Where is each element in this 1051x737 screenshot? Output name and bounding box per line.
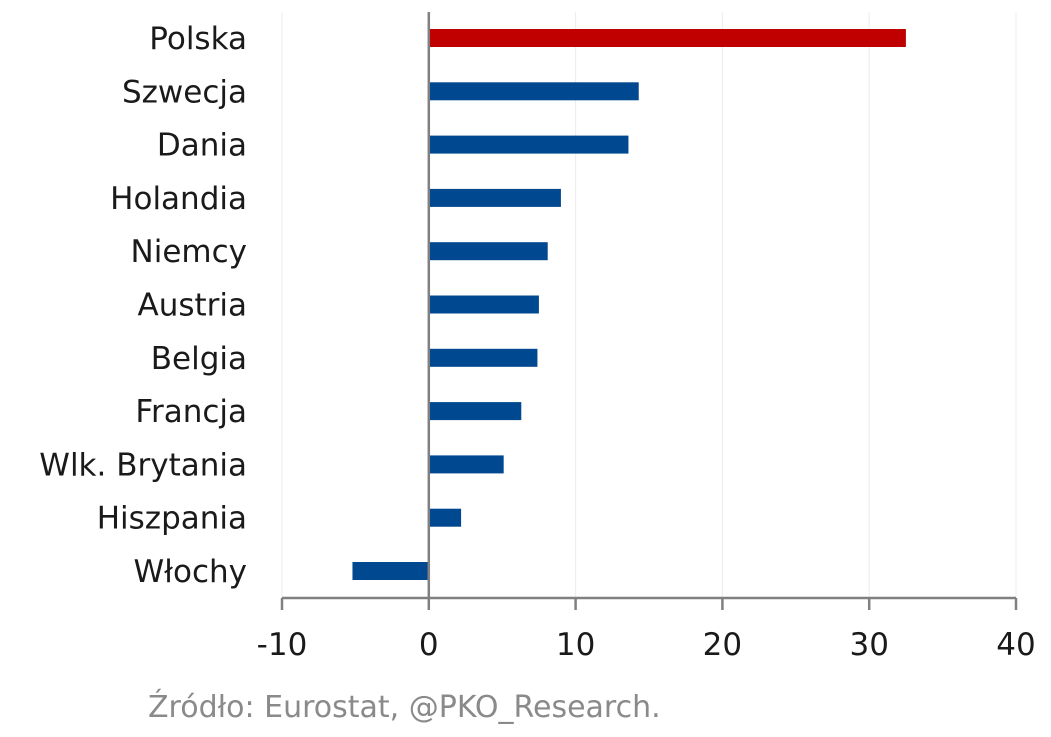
tick-label: 40 xyxy=(996,627,1035,663)
category-label: Holandia xyxy=(110,181,247,217)
grid-lines xyxy=(281,12,1017,598)
category-labels: Polska Szwecja Dania Holandia Niemcy Austria B… xyxy=(39,21,247,590)
axes xyxy=(280,12,1018,610)
bar xyxy=(428,402,522,421)
tick-label: 20 xyxy=(703,627,742,663)
tick-label: -10 xyxy=(257,627,308,663)
bars xyxy=(352,29,906,580)
category-label: Dania xyxy=(157,128,247,164)
tick-label: 0 xyxy=(419,627,439,663)
category-label: Wlk. Brytania xyxy=(39,447,247,483)
category-label: Szwecja xyxy=(122,74,247,110)
bar xyxy=(428,508,462,527)
bar xyxy=(428,348,538,367)
category-label: Austria xyxy=(137,288,247,324)
bar xyxy=(428,295,539,314)
category-label: Polska xyxy=(149,21,247,57)
category-label: Belgia xyxy=(151,341,247,377)
bar xyxy=(428,455,504,474)
bar xyxy=(428,242,548,261)
bar xyxy=(352,562,429,580)
bar xyxy=(428,135,629,154)
tick-label: 30 xyxy=(849,627,888,663)
bar xyxy=(428,29,906,47)
category-label: Włochy xyxy=(134,554,247,590)
source-note: Źródło: Eurostat, @PKO_Research. xyxy=(148,690,661,725)
tick-labels: -10 0 10 20 30 40 xyxy=(257,627,1036,663)
tick-label: 10 xyxy=(556,627,595,663)
bar xyxy=(428,82,639,101)
category-label: Hiszpania xyxy=(97,501,247,537)
bar xyxy=(428,188,561,207)
category-label: Niemcy xyxy=(131,234,247,270)
category-label: Francja xyxy=(135,394,247,430)
